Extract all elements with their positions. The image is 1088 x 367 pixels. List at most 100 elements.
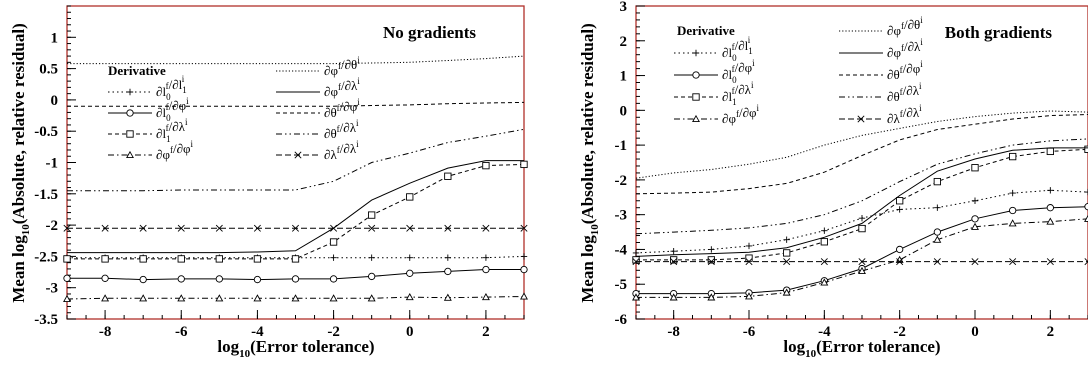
plus-marker <box>858 214 866 222</box>
series-line <box>635 189 1088 254</box>
circle-marker <box>520 265 528 274</box>
y-tick-label: -3.5 <box>34 312 58 328</box>
triangle-marker <box>1084 214 1088 222</box>
series-line <box>67 128 525 192</box>
legend: Derivative ∂l0f/∂l1i∂l0f/∂φi∂l1f/∂λi∂φf/… <box>674 15 923 126</box>
square-marker <box>126 130 134 138</box>
cross-marker <box>783 258 791 266</box>
series-2 <box>632 203 1088 298</box>
plus-marker <box>126 88 134 96</box>
circle-marker <box>406 269 414 277</box>
circle-marker <box>1009 206 1017 215</box>
circle-marker <box>368 272 376 281</box>
cross-marker <box>63 224 71 232</box>
series-line <box>636 148 1088 261</box>
cross-marker <box>101 224 109 232</box>
series-5 <box>635 110 1088 179</box>
axis-ticks: -8 -6 -4 -2 0 2 -3.5 -3 -2.5 -2 -1.5 -1 -0.5 0 0.5 1 <box>34 5 525 340</box>
series-group <box>632 110 1088 301</box>
cross-marker <box>291 224 300 232</box>
square-marker <box>692 93 700 101</box>
series-line <box>67 163 525 260</box>
plus-marker <box>444 254 452 261</box>
cross-marker <box>670 258 678 266</box>
cross-marker <box>896 258 904 266</box>
series-4 <box>63 292 528 302</box>
cross-marker <box>520 224 528 232</box>
cross-marker <box>215 224 223 232</box>
square-marker <box>368 211 376 219</box>
plus-marker <box>670 247 677 255</box>
y-tick-label: -6 <box>615 312 628 328</box>
y-tick-label: -1 <box>615 138 628 154</box>
cross-marker <box>820 258 828 266</box>
circle-marker <box>139 275 147 284</box>
legend-label: ∂φf/∂λi <box>887 37 923 60</box>
triangle-marker <box>782 288 791 296</box>
triangle-marker <box>481 292 490 301</box>
square-marker <box>253 255 262 263</box>
series-6 <box>67 160 524 254</box>
legend-label: ∂l0f/∂φi <box>722 58 755 85</box>
plus-marker <box>821 227 828 234</box>
y-tick-label: 2 <box>620 34 628 50</box>
legend-label: ∂l1f/∂λi <box>156 117 188 144</box>
y-tick-label: -2.5 <box>34 249 58 265</box>
legend-title: Derivative <box>108 63 166 78</box>
circle-marker <box>253 275 262 284</box>
chart-title: Both gradients <box>945 23 1053 42</box>
plus-marker <box>482 254 490 261</box>
y-tick-label: 1 <box>51 30 59 46</box>
y-tick-label: -2 <box>46 218 59 234</box>
y-tick-label: 0 <box>51 93 59 109</box>
legend-entry: ∂θf/∂λi <box>276 118 359 141</box>
plus-marker <box>934 204 941 211</box>
legend-label: ∂λf/∂λi <box>324 139 359 162</box>
square-marker <box>783 249 791 257</box>
cross-marker <box>406 224 414 232</box>
legend-entry: ∂l0f/∂φi <box>108 96 189 123</box>
triangle-marker <box>139 294 148 302</box>
cross-marker <box>632 258 640 266</box>
y-axis-title: Mean log10(Absolute, relative residual) <box>9 23 32 303</box>
x-tick-label: -8 <box>99 324 112 340</box>
triangle-marker <box>126 150 134 159</box>
circle-marker <box>1046 204 1054 212</box>
legend-label: ∂φf/∂φi <box>156 139 194 162</box>
plus-marker <box>971 197 979 204</box>
triangle-marker <box>520 292 528 300</box>
legend-label: ∂θf/∂λi <box>887 81 922 104</box>
x-axis-title: log10(Error tolerance) <box>217 337 374 360</box>
y-tick-label: -2 <box>615 173 628 189</box>
legend-entry: ∂φf/∂λi <box>839 37 923 60</box>
triangle-marker <box>858 266 866 275</box>
square-marker <box>101 255 109 263</box>
y-tick-label: 3 <box>620 0 628 15</box>
triangle-marker <box>215 294 224 302</box>
axis-ticks: -8 -6 -4 -2 0 2 -6 -5 -4 -3 -2 -1 0 1 2 3 <box>615 0 1088 340</box>
legend-label: ∂φf/∂θi <box>887 15 923 38</box>
circle-marker <box>933 228 941 236</box>
cross-marker <box>745 258 753 266</box>
x-tick-label: 0 <box>406 324 414 340</box>
cross-marker <box>971 258 979 266</box>
square-marker <box>482 161 490 170</box>
x-tick-label: 0 <box>971 324 979 340</box>
square-marker <box>291 255 300 263</box>
y-axis-title: Mean log10(Absolute, relative residual) <box>578 23 601 303</box>
triangle-marker <box>291 294 300 302</box>
square-marker <box>707 256 715 264</box>
plus-marker <box>368 254 375 261</box>
square-marker <box>858 224 866 233</box>
square-marker <box>406 193 414 201</box>
plus-marker <box>520 253 528 260</box>
y-tick-label: -3 <box>615 208 628 224</box>
y-tick-label: 0 <box>620 103 628 119</box>
legend-entry: ∂l1f/∂λi <box>108 117 188 144</box>
series-line <box>635 114 1088 195</box>
cross-marker <box>933 258 941 266</box>
y-tick-label: -5 <box>615 277 628 293</box>
y-tick-label: -1.5 <box>34 187 58 203</box>
plus-marker <box>1009 189 1016 197</box>
circle-marker <box>215 275 223 283</box>
